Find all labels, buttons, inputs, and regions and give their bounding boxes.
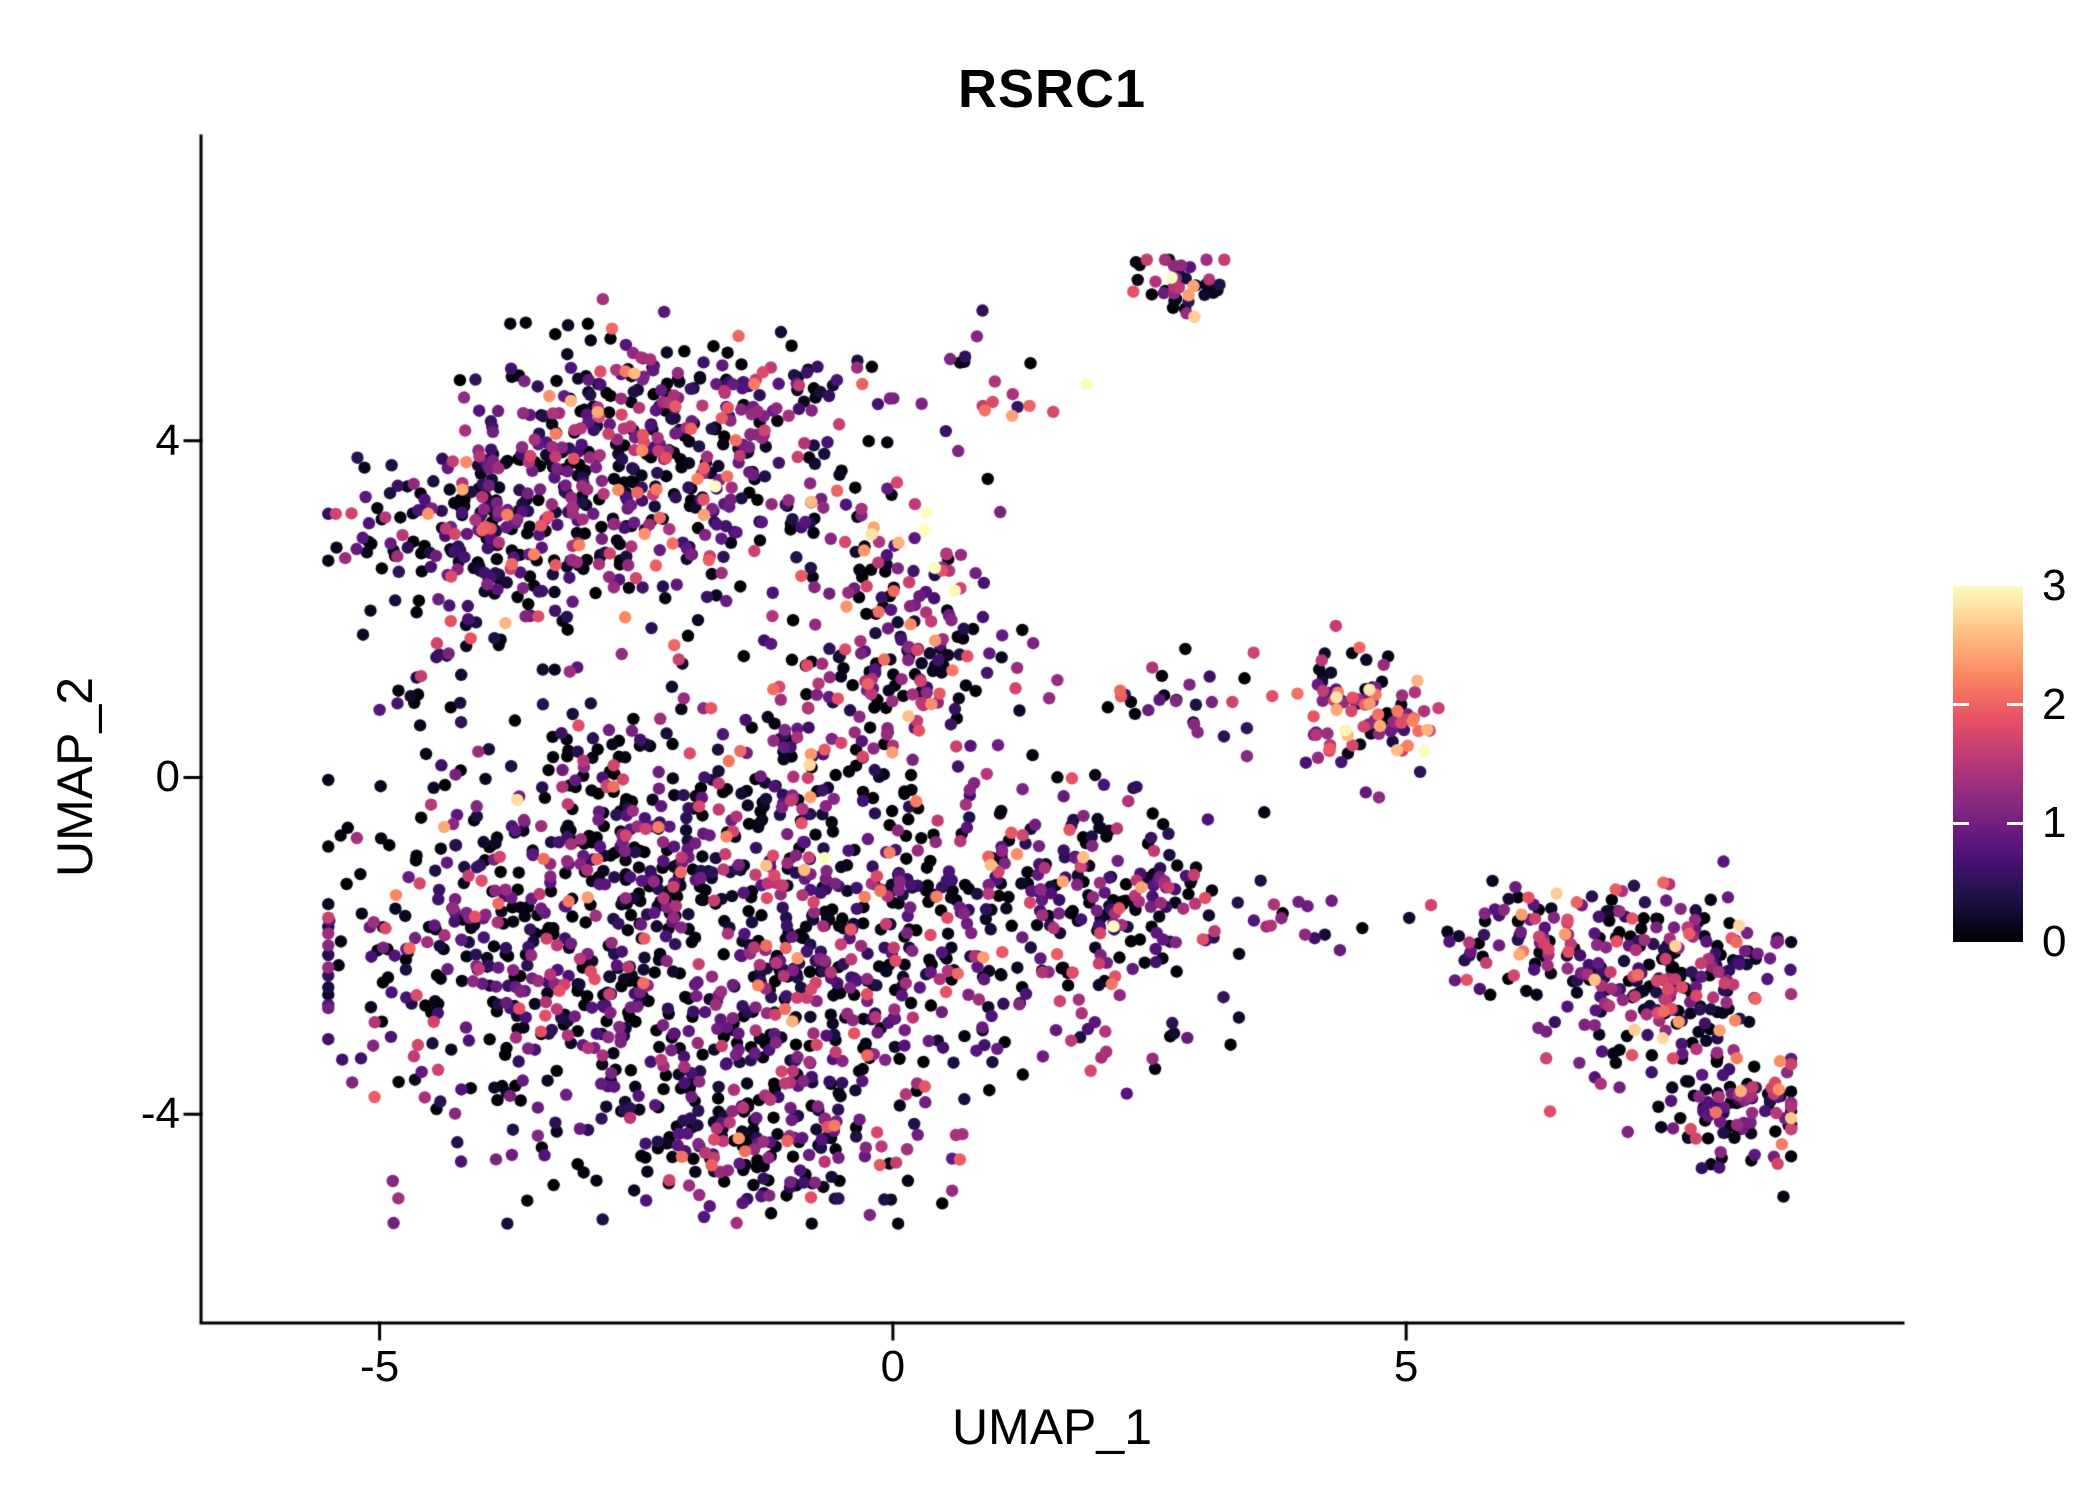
colorbar-legend	[1953, 586, 2023, 942]
colorbar-tick-mark	[2007, 703, 2023, 707]
colorbar-tick-label: 3	[2042, 561, 2067, 610]
x-tick-label: 5	[1393, 1342, 1419, 1391]
colorbar-tick-label: 2	[2042, 679, 2067, 729]
colorbar-tick-mark	[2007, 821, 2023, 825]
y-tick-label: 0	[155, 752, 180, 802]
x-tick-label: 0	[880, 1342, 906, 1391]
colorbar-tick-mark	[1953, 821, 1969, 825]
x-axis-label: UMAP_1	[951, 1399, 1153, 1455]
colorbar-tick-mark	[1953, 703, 1969, 707]
y-tick-label: 4	[155, 415, 180, 465]
plot-title: RSRC1	[957, 59, 1147, 119]
colorbar-gradient	[1953, 586, 2023, 942]
colorbar-tick-label: 1	[2042, 798, 2067, 848]
colorbar-tick-label: 0	[2042, 917, 2067, 966]
x-tick-label: -5	[360, 1342, 400, 1391]
y-tick-label: -4	[140, 1089, 180, 1139]
